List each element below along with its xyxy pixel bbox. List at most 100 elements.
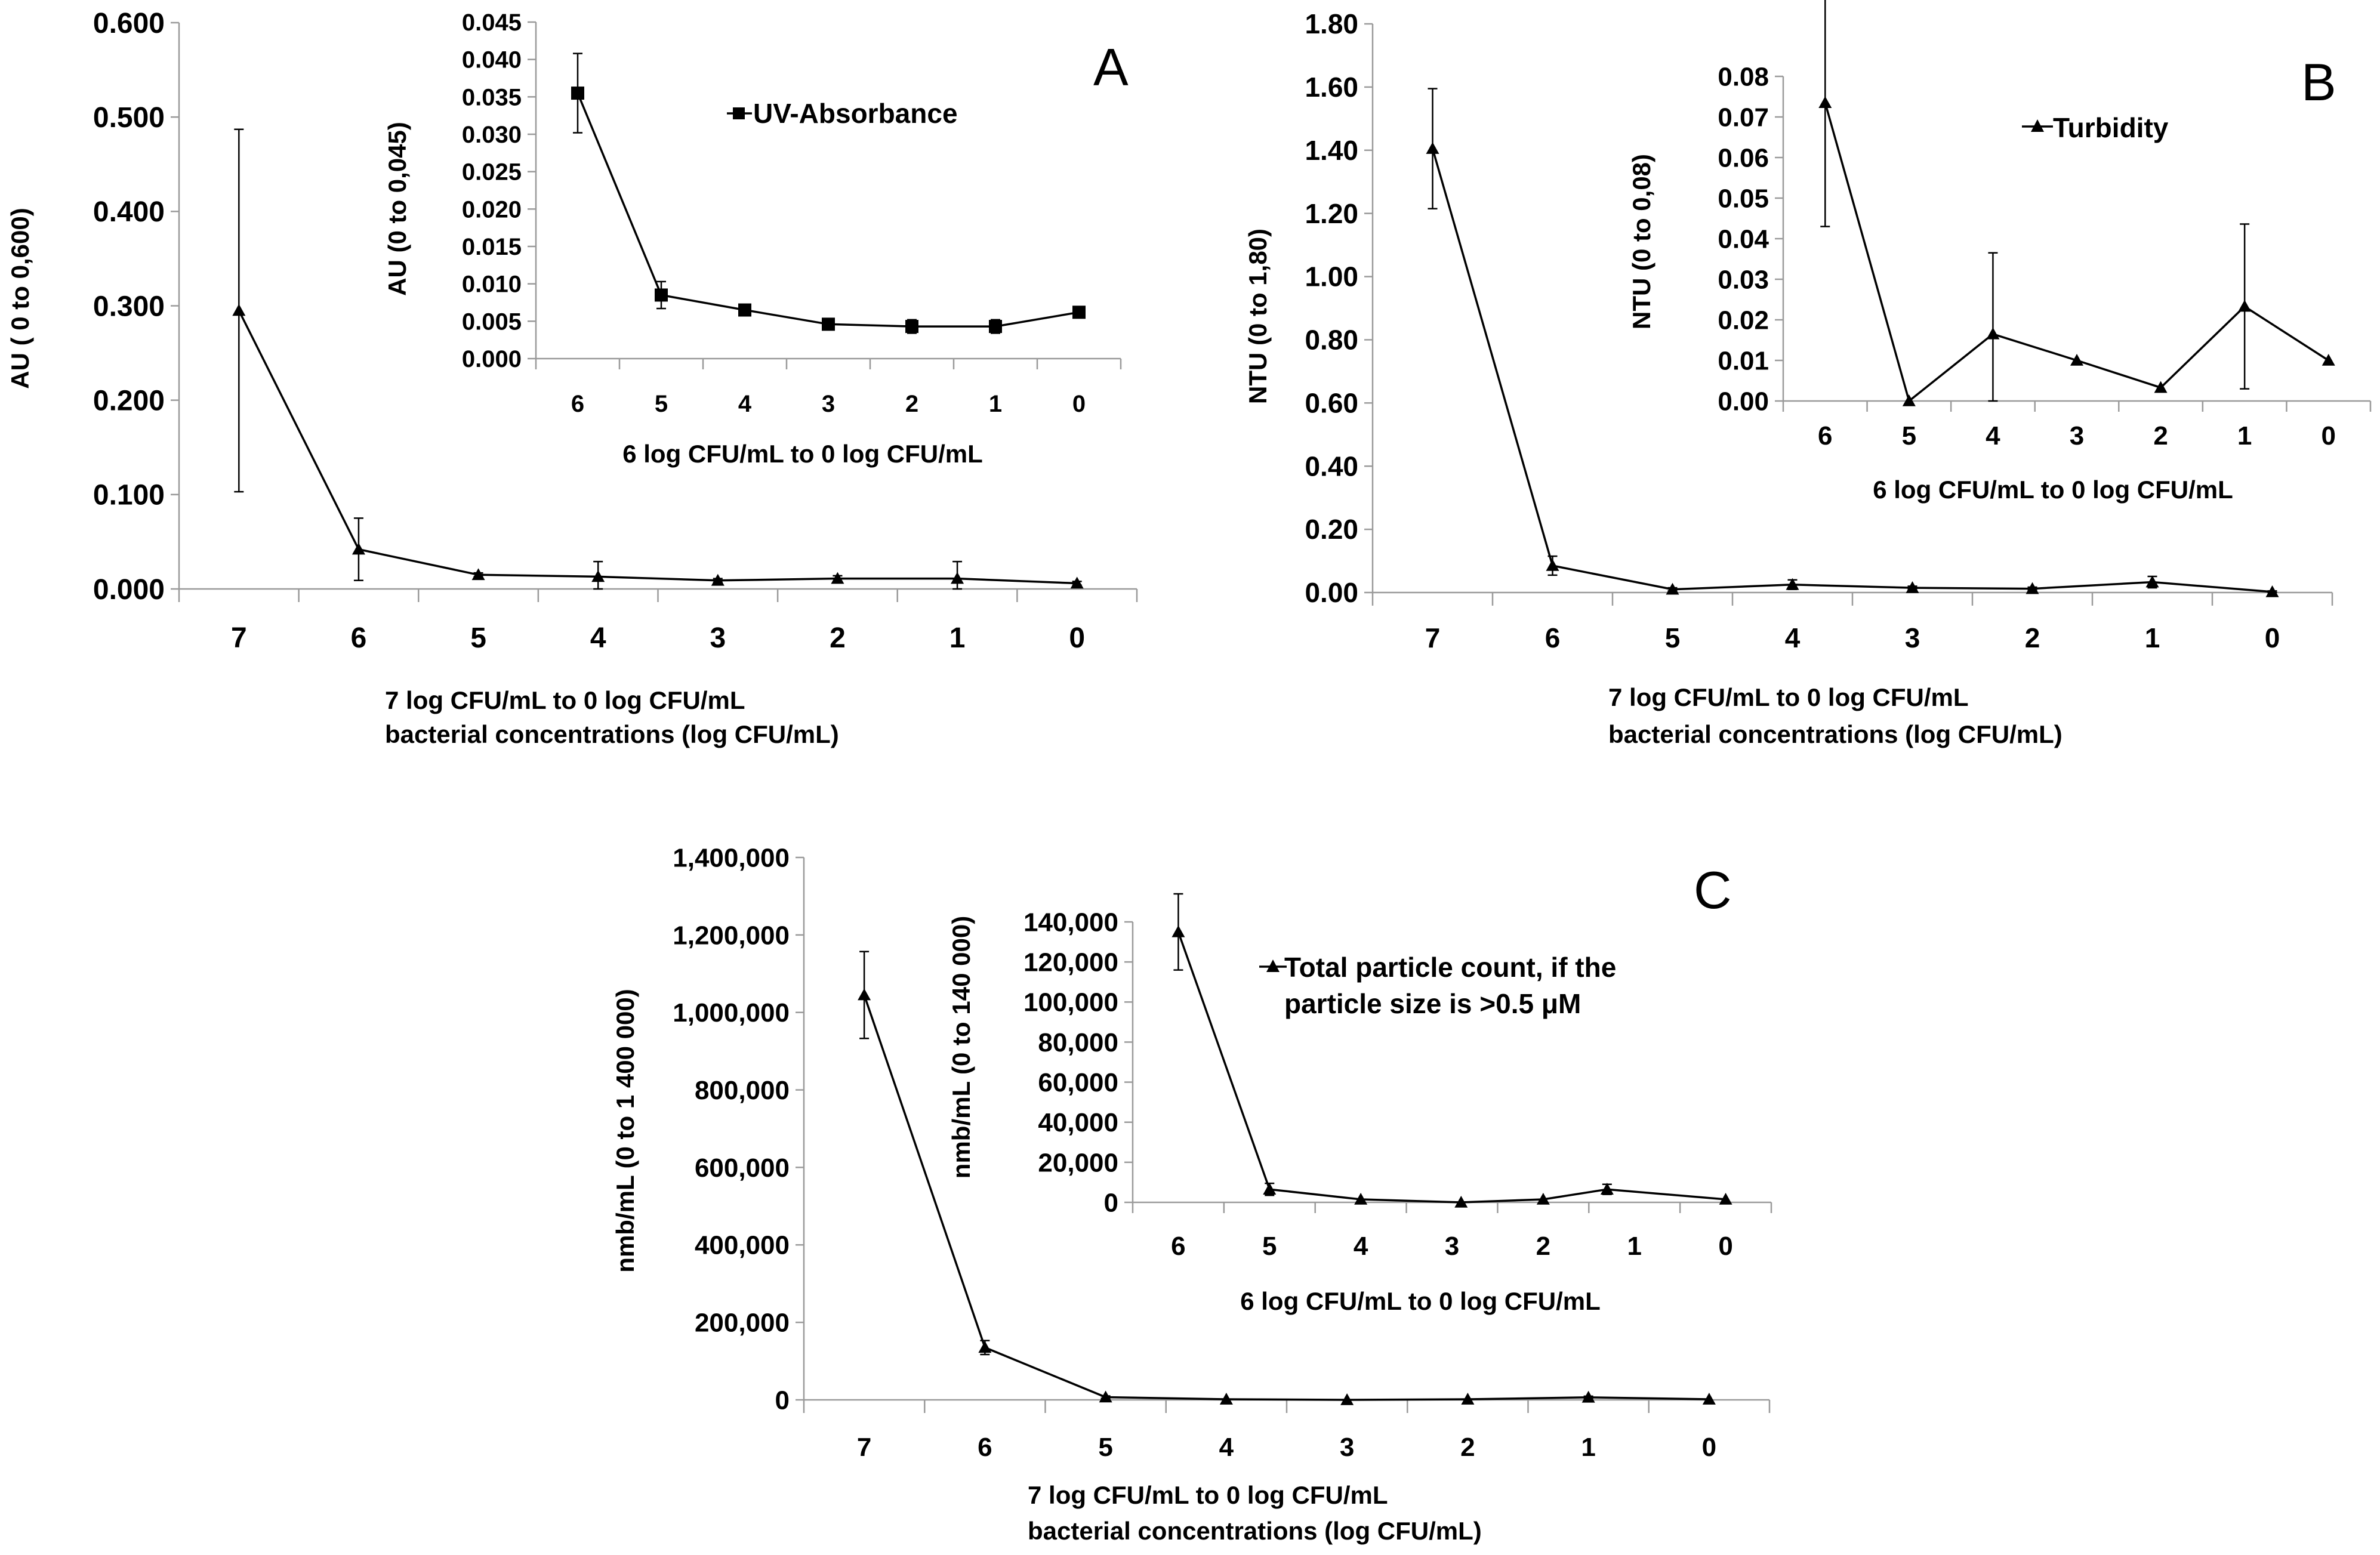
panel-b-inset-y-tick-label: 0.04 (1718, 224, 1769, 254)
panel-c-main-x-tick-label: 0 (1702, 1433, 1716, 1462)
panel-a-inset-x-tick-label: 2 (905, 391, 918, 417)
panel-a-main-x-tick-label: 6 (351, 622, 367, 654)
panel-a-main-y-tick-label: 0.500 (93, 102, 165, 134)
panel-a-inset-y-tick-label: 0.030 (462, 122, 522, 148)
panel-c-legend-label-line2: particle size is >0.5 μM (1284, 988, 1581, 1019)
panel-b-inset-x-tick-label: 3 (2070, 421, 2084, 451)
panel-c: C 0 200,000 400,000 600,000 800,000 1,000,000… (611, 843, 1772, 1545)
panel-c-main-y-tick-label: 1,000,000 (673, 998, 790, 1028)
panel-b-inset-y-tick-label: 0.01 (1718, 346, 1769, 375)
panel-a-main-y-tick-label: 0.300 (93, 291, 165, 322)
panel-c-inset-data-point (1454, 1196, 1468, 1208)
panel-b-main-x-tick-label: 1 (2145, 622, 2160, 653)
panel-c-main-data-point (1581, 1390, 1595, 1403)
panel-c-main-series-line (863, 994, 1709, 1401)
panel-a-inset-y-tick-label: 0.035 (462, 84, 522, 110)
panel-c-main-chart: 0 200,000 400,000 600,000 800,000 1,000,000 1,… (673, 843, 1771, 1462)
panel-a-inset-data-point (1072, 306, 1086, 319)
panel-b-inset-x-tick-label: 1 (2237, 421, 2252, 451)
panel-a-main-data-point (711, 573, 725, 586)
panel-c-inset-data-point (1171, 925, 1185, 937)
panel-b-main-x-tick-label: 2 (2025, 622, 2040, 653)
panel-a-inset-data-point (738, 303, 751, 317)
panel-a-inset-x-tick-label: 6 (571, 391, 584, 417)
panel-a-inset-x-tick-label: 4 (738, 391, 752, 417)
panel-a-inset-y-tick-label: 0.010 (462, 271, 522, 298)
panel-a-inset-x-tick-label: 0 (1072, 391, 1086, 417)
panel-a-inset-data-point (655, 288, 668, 302)
panel-c-inset-y-tick-label: 60,000 (1038, 1068, 1118, 1097)
panel-c-legend-label-line1: Total particle count, if the (1284, 952, 1616, 983)
panel-a-main-data-point (1070, 576, 1084, 589)
panel-a-inset-y-tick-label: 0.005 (462, 308, 522, 335)
panel-b-inset-data-point (2070, 354, 2083, 366)
panel-a-inset-x-tick-label: 1 (989, 391, 1002, 417)
panel-b-main-data-point (1666, 582, 1679, 595)
panel-b-inset-x-tick-label: 6 (1818, 421, 1832, 451)
panel-c-main-x-tick-label: 4 (1219, 1433, 1234, 1462)
panel-b-main-data-point (2145, 575, 2159, 588)
panel-a-main-y-tick-label: 0.100 (93, 480, 165, 511)
panel-c-main-data-point (1461, 1393, 1475, 1405)
panel-c-main-x-label-line1: 7 log CFU/mL to 0 log CFU/mL (1028, 1481, 1388, 1509)
panel-c-main-x-tick-label: 3 (1340, 1433, 1354, 1462)
panel-b-inset-x-tick-label: 0 (2321, 421, 2335, 451)
panel-c-main-y-tick-label: 400,000 (695, 1231, 790, 1260)
panel-c-inset-x-tick-label: 0 (1718, 1232, 1732, 1261)
panel-b-inset-y-tick-label: 0.06 (1718, 143, 1769, 172)
panel-a-main-x-tick-label: 3 (710, 622, 726, 654)
panel-a: A 0.000 0.100 0.200 0.300 0.400 0.500 0.600 7 6 5… (6, 8, 1138, 748)
panel-c-inset-data-point (1719, 1192, 1732, 1205)
panel-b-inset-data-point (2322, 354, 2335, 366)
panel-c-main-y-label: nmb/mL (0 to 1 400 000) (611, 989, 639, 1272)
panel-a-main-y-tick-label: 0.600 (93, 8, 165, 39)
panel-b-inset-y-tick-label: 0.00 (1718, 387, 1769, 416)
panel-a-inset-y-tick-label: 0.040 (462, 47, 522, 73)
panel-b-main-series-line (1431, 148, 2273, 593)
panel-c-letter: C (1694, 860, 1732, 920)
panel-c-inset-x-tick-label: 2 (1536, 1232, 1550, 1261)
panel-c-inset-x-label: 6 log CFU/mL to 0 log CFU/mL (1240, 1287, 1601, 1315)
panel-b-legend-label: Turbidity (2053, 112, 2169, 143)
panel-a-main-x-tick-label: 4 (590, 622, 606, 654)
panel-b-inset-y-tick-label: 0.08 (1718, 62, 1769, 91)
panel-a-inset-y-tick-label: 0.045 (462, 10, 522, 36)
panel-b-main-x-tick-label: 6 (1545, 622, 1561, 653)
panel-a-main-y-label: AU ( 0 to 0,600) (6, 208, 34, 388)
panel-c-main-data-point (1702, 1393, 1716, 1405)
panel-b-inset-x-tick-label: 2 (2153, 421, 2168, 451)
panel-c-inset-chart: 0 20,000 40,000 60,000 80,000 100,000 120,000 1… (1023, 893, 1772, 1261)
panel-b-main-x-label-line2: bacterial concentrations (log CFU/mL) (1608, 720, 2063, 748)
panel-c-inset-data-point (1354, 1192, 1368, 1205)
panel-a-main-series-line (238, 310, 1077, 585)
panel-b-letter: B (2301, 53, 2336, 112)
panel-b-main-x-tick-label: 5 (1665, 622, 1681, 653)
panel-c-main-y-tick-label: 200,000 (695, 1309, 790, 1338)
panel-b-main-data-point (1546, 559, 1559, 571)
panel-c-main-data-point (1219, 1393, 1233, 1405)
panel-a-letter: A (1093, 38, 1129, 97)
panel-b-legend-marker (2031, 119, 2044, 132)
panel-a-inset-chart: 0.000 0.005 0.010 0.015 0.020 0.025 0.030 0.035… (462, 10, 1122, 417)
panel-c-inset-data-point (1536, 1192, 1550, 1205)
panel-b-inset-data-point (2238, 300, 2252, 312)
panel-b-inset-y-tick-label: 0.05 (1718, 184, 1769, 213)
panel-c-main-data-point (858, 988, 871, 1001)
panel-c-inset-data-point (1600, 1183, 1614, 1195)
panel-b-inset-y-label: NTU (0 to 0,08) (1627, 154, 1655, 329)
panel-c-inset-y-tick-label: 80,000 (1038, 1028, 1118, 1057)
panel-a-legend-label: UV-Absorbance (753, 98, 958, 129)
panel-a-legend: UV-Absorbance (727, 98, 958, 129)
panel-b-main-y-tick-label: 0.60 (1305, 387, 1358, 418)
panel-c-inset-x-tick-label: 1 (1627, 1232, 1641, 1261)
panel-b-main-y-tick-label: 0.40 (1305, 451, 1358, 482)
panel-c-inset-x-tick-label: 6 (1171, 1232, 1185, 1261)
panel-b-main-y-tick-label: 0.80 (1305, 325, 1358, 356)
panel-a-inset-data-point (822, 317, 835, 331)
panel-a-inset-y-label: AU (0 to 0,045) (383, 122, 411, 296)
panel-c-main-y-tick-label: 1,200,000 (673, 921, 790, 950)
panel-a-main-data-point (951, 572, 964, 584)
panel-b-main-x-tick-label: 0 (2265, 622, 2280, 653)
panel-a-inset-x-tick-label: 5 (655, 391, 668, 417)
